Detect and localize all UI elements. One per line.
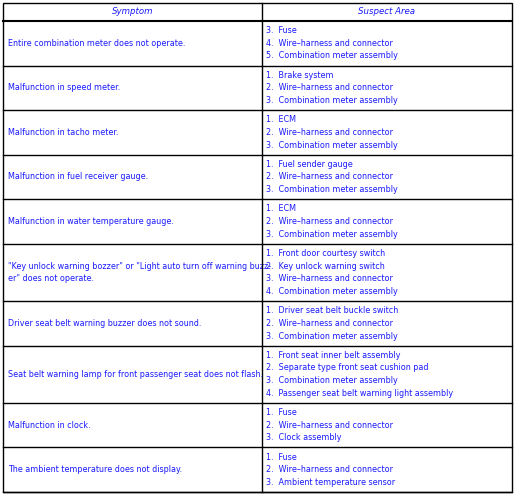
Text: Malfunction in tacho meter.: Malfunction in tacho meter. [8,128,118,137]
Text: 2.  Wire–harness and connector: 2. Wire–harness and connector [266,83,393,93]
Text: 2.  Wire–harness and connector: 2. Wire–harness and connector [266,465,393,474]
Text: 2.  Separate type front seat cushion pad: 2. Separate type front seat cushion pad [266,363,428,372]
Text: Malfunction in fuel receiver gauge.: Malfunction in fuel receiver gauge. [8,172,148,182]
Text: 4.  Combination meter assembly: 4. Combination meter assembly [266,287,398,296]
Text: 3.  Combination meter assembly: 3. Combination meter assembly [266,96,398,105]
Text: 3.  Wire–harness and connector: 3. Wire–harness and connector [266,274,393,283]
Text: 5.  Combination meter assembly: 5. Combination meter assembly [266,51,398,60]
Text: 3.  Combination meter assembly: 3. Combination meter assembly [266,376,398,385]
Text: Seat belt warning lamp for front passenger seat does not flash.: Seat belt warning lamp for front passeng… [8,370,263,379]
Text: 3.  Clock assembly: 3. Clock assembly [266,433,341,443]
Text: 1.  Driver seat belt buckle switch: 1. Driver seat belt buckle switch [266,306,398,315]
Text: 3.  Fuse: 3. Fuse [266,26,297,35]
Text: 1.  Front seat inner belt assembly: 1. Front seat inner belt assembly [266,351,401,360]
Text: 1.  Fuse: 1. Fuse [266,452,297,461]
Text: 2.  Wire–harness and connector: 2. Wire–harness and connector [266,217,393,226]
Text: Malfunction in clock.: Malfunction in clock. [8,421,91,430]
Text: 3.  Combination meter assembly: 3. Combination meter assembly [266,332,398,341]
Text: 2.  Wire–harness and connector: 2. Wire–harness and connector [266,421,393,430]
Text: 3.  Combination meter assembly: 3. Combination meter assembly [266,185,398,194]
Text: 3.  Combination meter assembly: 3. Combination meter assembly [266,141,398,149]
Text: 3.  Ambient temperature sensor: 3. Ambient temperature sensor [266,478,395,487]
Text: "Key unlock warning bozzer" or "Light auto turn off warning buzz-
er" does not o: "Key unlock warning bozzer" or "Light au… [8,262,271,283]
Text: 1.  Brake system: 1. Brake system [266,71,334,80]
Text: 4.  Wire–harness and connector: 4. Wire–harness and connector [266,39,393,48]
Text: 1.  ECM: 1. ECM [266,115,296,124]
Text: 4.  Passenger seat belt warning light assembly: 4. Passenger seat belt warning light ass… [266,389,453,398]
Text: 1.  Fuel sender gauge: 1. Fuel sender gauge [266,160,353,169]
Text: Suspect Area: Suspect Area [358,7,416,16]
Text: 2.  Key unlock warning switch: 2. Key unlock warning switch [266,262,385,271]
Text: Symptom: Symptom [112,7,153,16]
Text: 1.  ECM: 1. ECM [266,204,296,213]
Text: Malfunction in water temperature gauge.: Malfunction in water temperature gauge. [8,217,174,226]
Text: The ambient temperature does not display.: The ambient temperature does not display… [8,465,182,474]
Text: Entire combination meter does not operate.: Entire combination meter does not operat… [8,39,185,48]
Text: 1.  Fuse: 1. Fuse [266,408,297,417]
Text: 2.  Wire–harness and connector: 2. Wire–harness and connector [266,128,393,137]
Text: 1.  Front door courtesy switch: 1. Front door courtesy switch [266,249,385,258]
Text: Malfunction in speed meter.: Malfunction in speed meter. [8,83,120,93]
Text: 3.  Combination meter assembly: 3. Combination meter assembly [266,230,398,239]
Text: 2.  Wire–harness and connector: 2. Wire–harness and connector [266,172,393,182]
Text: 2.  Wire–harness and connector: 2. Wire–harness and connector [266,319,393,328]
Text: Driver seat belt warning buzzer does not sound.: Driver seat belt warning buzzer does not… [8,319,201,328]
